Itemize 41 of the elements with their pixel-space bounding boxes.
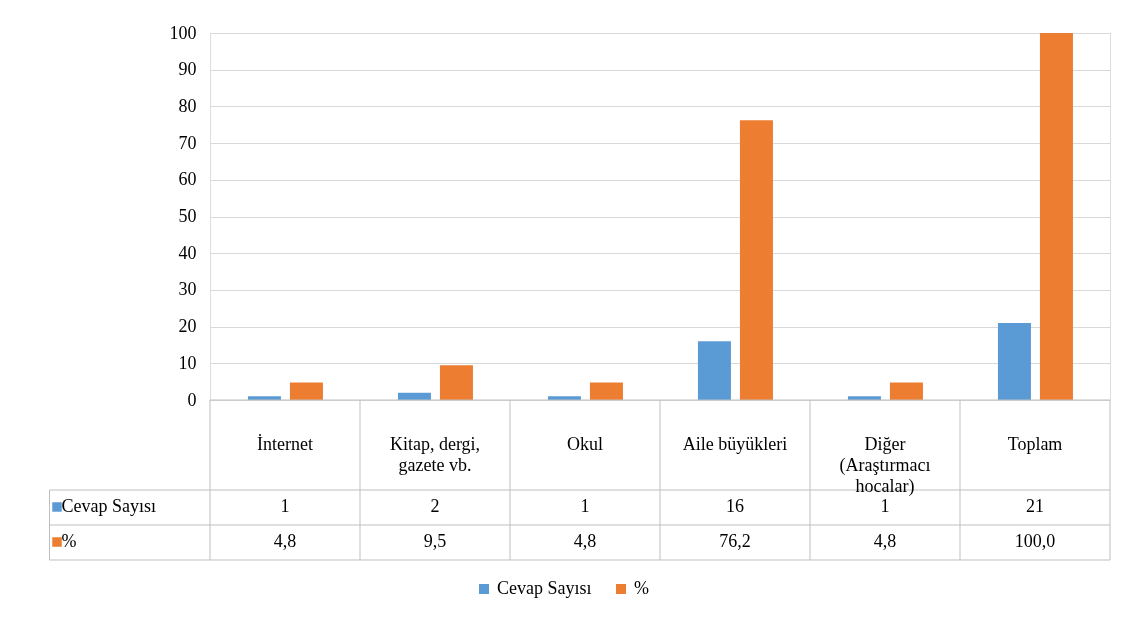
data-label: 9,5 bbox=[423, 531, 447, 551]
bar bbox=[439, 365, 473, 400]
data-label: 21 bbox=[1026, 496, 1044, 516]
data-label: 1 bbox=[580, 496, 590, 516]
y-tick-label: 80 bbox=[178, 95, 197, 116]
y-tick-label: 50 bbox=[178, 206, 197, 226]
y-tick-label: 90 bbox=[178, 59, 197, 80]
x-tick-label: Diğer (Araştırmacı hocalar) bbox=[839, 434, 931, 497]
data-label: 1 bbox=[280, 496, 290, 516]
y-tick-label: 70 bbox=[178, 132, 197, 153]
legend-label: % bbox=[634, 578, 649, 598]
y-tick-label: 20 bbox=[178, 316, 197, 337]
data-label: 76,2 bbox=[719, 531, 751, 551]
x-tick-label: İnternet bbox=[257, 434, 313, 454]
y-tick-label: 30 bbox=[178, 279, 197, 300]
x-tick-label: Toplam bbox=[1007, 434, 1063, 454]
x-tick-label: Kitap, dergi, gazete vb. bbox=[389, 434, 481, 475]
bar bbox=[997, 322, 1031, 400]
bar bbox=[697, 341, 731, 400]
y-tick-label: 40 bbox=[178, 242, 197, 263]
y-tick-label: 10 bbox=[178, 352, 197, 373]
bar bbox=[739, 120, 773, 400]
data-label: 1 bbox=[880, 496, 890, 516]
bar bbox=[889, 382, 923, 400]
legend-label: Cevap Sayısı bbox=[61, 496, 156, 516]
data-label: 2 bbox=[430, 496, 440, 516]
data-label: 4,8 bbox=[873, 531, 897, 551]
bar bbox=[589, 382, 623, 400]
y-tick-label: 60 bbox=[178, 169, 197, 190]
data-label: 4,8 bbox=[573, 531, 597, 551]
bar bbox=[289, 382, 323, 400]
data-label: 16 bbox=[726, 496, 744, 516]
text: % bbox=[61, 531, 77, 551]
x-tick-label: Okul bbox=[567, 434, 603, 454]
x-tick-label: Aile büyükleri bbox=[682, 434, 788, 454]
data-label: 100,0 bbox=[1014, 531, 1056, 551]
y-tick-label: 0 bbox=[187, 389, 197, 410]
bar bbox=[1039, 33, 1073, 400]
y-tick-label: 100 bbox=[169, 22, 197, 43]
data-label: 4,8 bbox=[273, 531, 297, 551]
text: Cevap Sayısı bbox=[497, 578, 592, 598]
